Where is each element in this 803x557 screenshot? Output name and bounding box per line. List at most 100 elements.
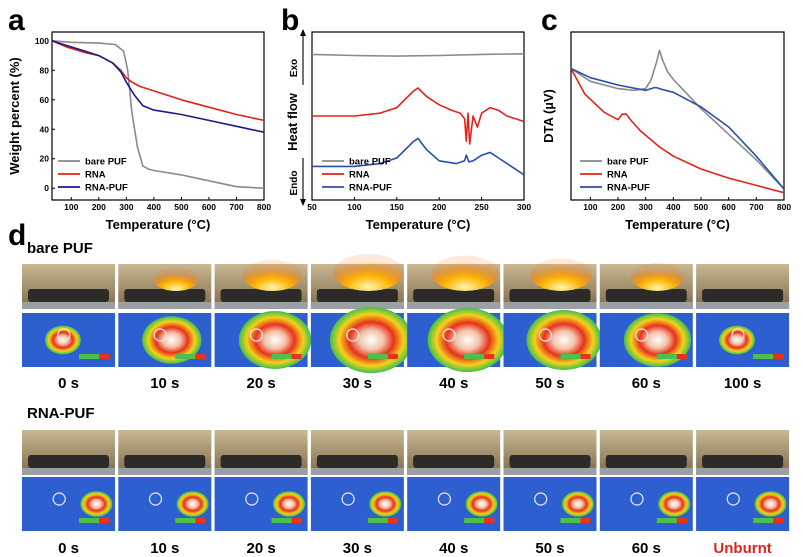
crosshair-marker xyxy=(346,328,360,342)
foam-sample xyxy=(605,289,687,302)
temp-scale-bar xyxy=(175,354,206,359)
foam-sample xyxy=(509,455,591,468)
heat-spot xyxy=(465,491,498,517)
series-line-bare-puf xyxy=(52,40,264,189)
temp-scale-bar xyxy=(367,354,398,359)
heat-spot xyxy=(719,325,756,355)
sample-holder xyxy=(310,302,404,309)
temp-scale-bar-hot xyxy=(773,354,784,359)
foam-sample xyxy=(28,289,109,302)
flame xyxy=(242,260,302,291)
time-label: 30 s xyxy=(343,375,372,392)
sample-holder xyxy=(696,302,790,309)
x-tick-label: 200 xyxy=(611,202,625,212)
temp-scale-bar-hot xyxy=(484,518,495,523)
temp-scale-bar xyxy=(271,518,302,523)
crosshair-marker xyxy=(437,492,451,506)
legend-label: RNA xyxy=(85,170,106,181)
foam-sample xyxy=(605,455,687,468)
series-line-rna-puf xyxy=(312,137,524,176)
crosshair-marker xyxy=(635,328,649,342)
crosshair-marker xyxy=(341,492,355,506)
foam-sample xyxy=(124,455,206,468)
chart-b-heat-flow: 50 100 150 200 250 300 Temperature (°C) Exo Heat… xyxy=(285,29,531,232)
plot-frame xyxy=(51,31,265,201)
time-label: 60 s xyxy=(632,375,661,392)
temp-scale-bar-hot xyxy=(387,354,398,359)
temp-scale-bar xyxy=(79,518,109,523)
temp-scale-bar-hot xyxy=(291,518,302,523)
exo-label: Exo xyxy=(289,59,300,77)
legend-label: bare PUF xyxy=(349,157,391,168)
frame-1-4 xyxy=(407,430,501,531)
series-line-rna-puf xyxy=(52,40,264,133)
y-axis-title: Heat flow xyxy=(285,92,300,151)
x-tick-label: 200 xyxy=(92,202,106,212)
heat-spot xyxy=(754,491,787,517)
y-tick-label: 20 xyxy=(40,154,50,164)
series-line-rna-puf xyxy=(571,67,784,190)
time-label: 40 s xyxy=(439,540,468,557)
frame-1-2 xyxy=(214,430,308,531)
x-axis-title: Temperature (°C) xyxy=(625,217,730,232)
temp-scale-bar xyxy=(79,354,109,359)
frame-1-7 xyxy=(696,430,790,531)
time-label: 50 s xyxy=(535,540,564,557)
heat-spot xyxy=(526,310,602,370)
temp-scale-bar xyxy=(464,354,495,359)
temp-scale-bar-hot xyxy=(291,354,302,359)
y-tick-label: 100 xyxy=(35,36,49,46)
legend-label: RNA xyxy=(349,170,370,181)
y-tick-label: 60 xyxy=(40,95,50,105)
x-tick-label: 300 xyxy=(517,202,531,212)
legend-label: bare PUF xyxy=(85,157,127,168)
x-tick-label: 50 xyxy=(307,202,317,212)
heat-spot xyxy=(80,491,113,517)
x-tick-label: 700 xyxy=(749,202,763,212)
time-label: 10 s xyxy=(150,540,179,557)
sample-holder xyxy=(214,302,308,309)
crosshair-marker xyxy=(726,492,740,506)
time-label: 30 s xyxy=(343,540,372,557)
temp-scale-bar-hot xyxy=(484,354,495,359)
y-tick-label: 80 xyxy=(40,65,50,75)
temp-scale-bar xyxy=(560,354,591,359)
foam-sample xyxy=(702,455,784,468)
frame-0-4 xyxy=(407,255,508,373)
sample-holder xyxy=(22,468,115,475)
x-tick-label: 800 xyxy=(777,202,791,212)
temp-scale-bar xyxy=(175,518,206,523)
legend-label: RNA-PUF xyxy=(607,183,650,194)
y-tick-label: 40 xyxy=(40,124,50,134)
heat-spot xyxy=(427,307,508,373)
sample-holder xyxy=(118,468,212,475)
legend-label: RNA-PUF xyxy=(349,183,392,194)
sample-holder xyxy=(599,468,693,475)
temp-scale-bar-hot xyxy=(580,354,591,359)
crosshair-marker xyxy=(52,492,66,506)
flame xyxy=(630,263,685,291)
sample-holder xyxy=(407,302,501,309)
time-label: 0 s xyxy=(58,375,79,392)
series-line-rna xyxy=(312,87,524,145)
plot-frame xyxy=(570,31,785,201)
temp-scale-bar xyxy=(271,354,302,359)
y-axis-title: Weight percent (%) xyxy=(7,57,22,175)
foam-sample xyxy=(28,455,109,468)
temp-scale-bar-hot xyxy=(99,518,109,523)
heat-spot xyxy=(142,316,202,364)
x-tick-label: 400 xyxy=(666,202,680,212)
temp-scale-bar-hot xyxy=(676,518,687,523)
x-tick-label: 500 xyxy=(174,202,188,212)
panel-letter-b: b xyxy=(281,4,299,37)
legend-label: bare PUF xyxy=(607,157,649,168)
series-line-rna xyxy=(571,68,784,194)
legend-label: RNA-PUF xyxy=(85,183,128,194)
sample-holder xyxy=(118,302,212,309)
y-tick-label: 0 xyxy=(44,183,49,193)
temp-scale-bar xyxy=(560,518,591,523)
chart-c-dta: 100 200 300 400 500 600 700 800 Temperature (°C)… xyxy=(541,31,791,232)
foam-sample xyxy=(220,455,302,468)
foam-sample xyxy=(124,289,206,302)
x-axis-title: Temperature (°C) xyxy=(106,217,211,232)
